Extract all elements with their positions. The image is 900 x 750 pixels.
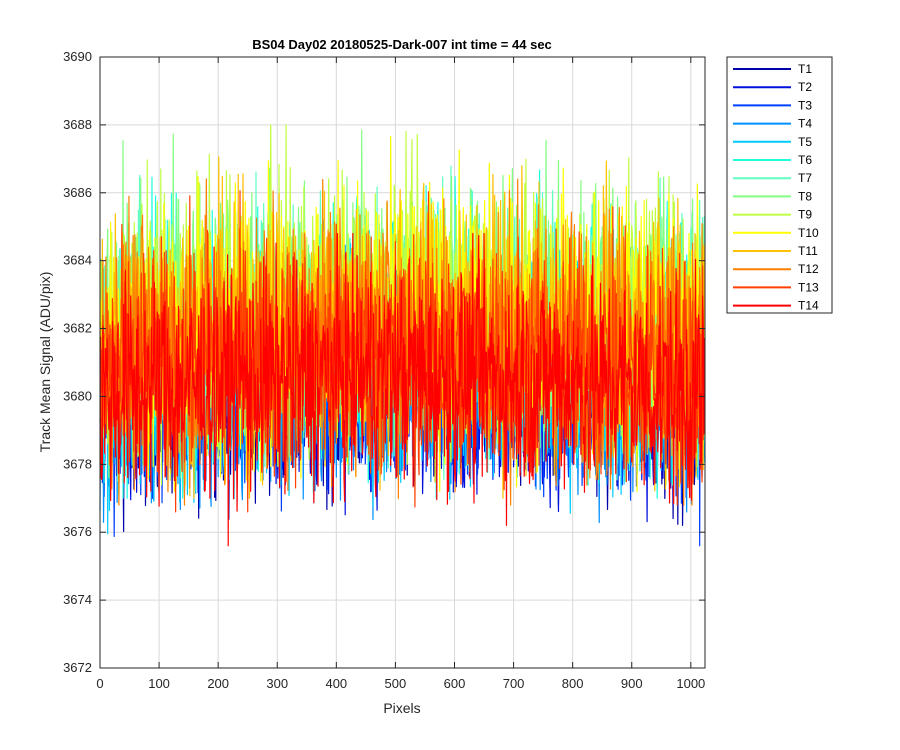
chart-title: BS04 Day02 20180525-Dark-007 int time = … (252, 37, 552, 52)
x-tick-label: 200 (207, 676, 229, 691)
legend-label-t4: T4 (798, 117, 812, 131)
y-tick-label: 3676 (63, 524, 92, 539)
axes-frame (99, 56, 706, 669)
y-tick-label: 3674 (63, 592, 92, 607)
legend-label-t5: T5 (798, 135, 812, 149)
legend-box (726, 56, 833, 314)
y-tick-label: 3680 (63, 388, 92, 403)
y-tick-label: 3688 (63, 117, 92, 132)
legend-label-t9: T9 (798, 208, 812, 222)
x-tick-label: 800 (562, 676, 584, 691)
x-tick-label: 400 (325, 676, 347, 691)
legend-label-t10: T10 (798, 226, 819, 240)
x-tick-label: 600 (444, 676, 466, 691)
legend-label-t2: T2 (798, 80, 812, 94)
legend-label-t13: T13 (798, 280, 819, 294)
x-tick-label: 700 (503, 676, 525, 691)
y-tick-label: 3690 (63, 49, 92, 64)
legend-label-t6: T6 (798, 153, 812, 167)
x-tick-label: 500 (385, 676, 407, 691)
series-layer (99, 124, 706, 547)
legend-label-t3: T3 (798, 98, 812, 112)
y-tick-label: 3672 (63, 660, 92, 675)
legend-label-t7: T7 (798, 171, 812, 185)
legend-label-t14: T14 (798, 299, 819, 313)
legend: T1 T2 T3 T4 T5 T6 T7 T8 T9 T10 T11 T12 T13 T14 (726, 56, 833, 314)
x-tick-label: 1000 (676, 676, 705, 691)
y-tick-label: 3684 (63, 253, 92, 268)
legend-label-t11: T11 (798, 244, 818, 258)
x-tick-label: 0 (96, 676, 103, 691)
x-axis-label: Pixels (383, 700, 420, 716)
y-tick-label: 3682 (63, 321, 92, 336)
x-tick-label: 300 (266, 676, 288, 691)
x-tick-label: 100 (148, 676, 170, 691)
legend-label-t1: T1 (798, 62, 812, 76)
y-tick-label: 3678 (63, 456, 92, 471)
legend-label-t12: T12 (798, 262, 819, 276)
x-tick-label: 900 (621, 676, 643, 691)
series-line-t14 (99, 232, 706, 547)
tick-layer: 0 100 200 300 400 500 600 700 800 900 1000 3672 3674… (63, 49, 705, 691)
legend-label-t8: T8 (798, 189, 812, 203)
y-axis-label: Track Mean Signal (ADU/pix) (37, 272, 53, 453)
y-tick-label: 3686 (63, 185, 92, 200)
